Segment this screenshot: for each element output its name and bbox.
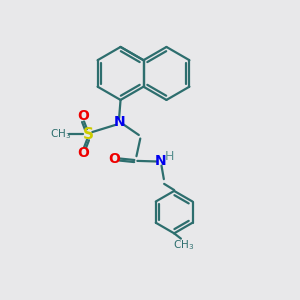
Text: O: O	[109, 152, 121, 166]
Text: H: H	[164, 150, 174, 163]
Text: CH$_3$: CH$_3$	[50, 128, 71, 141]
Text: N: N	[113, 115, 125, 129]
Text: N: N	[155, 154, 167, 169]
Text: CH$_3$: CH$_3$	[173, 238, 194, 252]
Text: O: O	[77, 109, 89, 123]
Text: O: O	[77, 146, 89, 160]
Text: S: S	[83, 127, 94, 142]
